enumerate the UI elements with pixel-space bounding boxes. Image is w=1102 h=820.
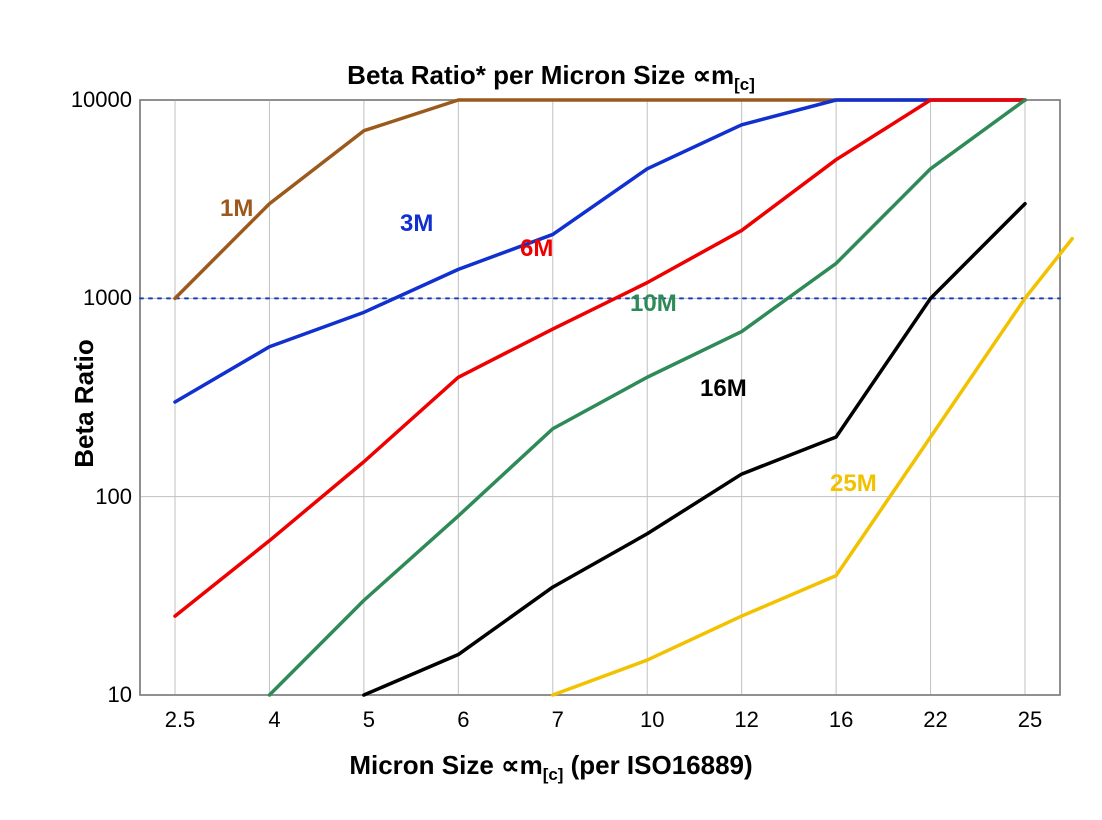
series-label-3M: 3M — [400, 210, 433, 238]
series-label-6M: 6M — [520, 235, 553, 263]
x-tick-label: 2.5 — [155, 707, 205, 733]
x-tick-label: 5 — [344, 707, 394, 733]
x-tick-label: 7 — [533, 707, 583, 733]
x-tick-label: 12 — [722, 707, 772, 733]
y-tick-label: 10 — [108, 682, 132, 708]
x-tick-label: 22 — [911, 707, 961, 733]
x-tick-label: 4 — [249, 707, 299, 733]
y-tick-label: 10000 — [71, 87, 132, 113]
series-label-25M: 25M — [830, 470, 877, 498]
chart-svg — [0, 0, 1102, 820]
y-tick-label: 1000 — [83, 285, 132, 311]
chart-container: Beta Ratio* per Micron Size ∝m[c] Beta R… — [0, 0, 1102, 820]
series-label-16M: 16M — [700, 375, 747, 403]
series-label-1M: 1M — [220, 195, 253, 223]
x-tick-label: 16 — [816, 707, 866, 733]
x-tick-label: 10 — [627, 707, 677, 733]
x-tick-label: 25 — [1005, 707, 1055, 733]
series-label-10M: 10M — [630, 290, 677, 318]
y-tick-label: 100 — [95, 484, 132, 510]
x-tick-label: 6 — [438, 707, 488, 733]
